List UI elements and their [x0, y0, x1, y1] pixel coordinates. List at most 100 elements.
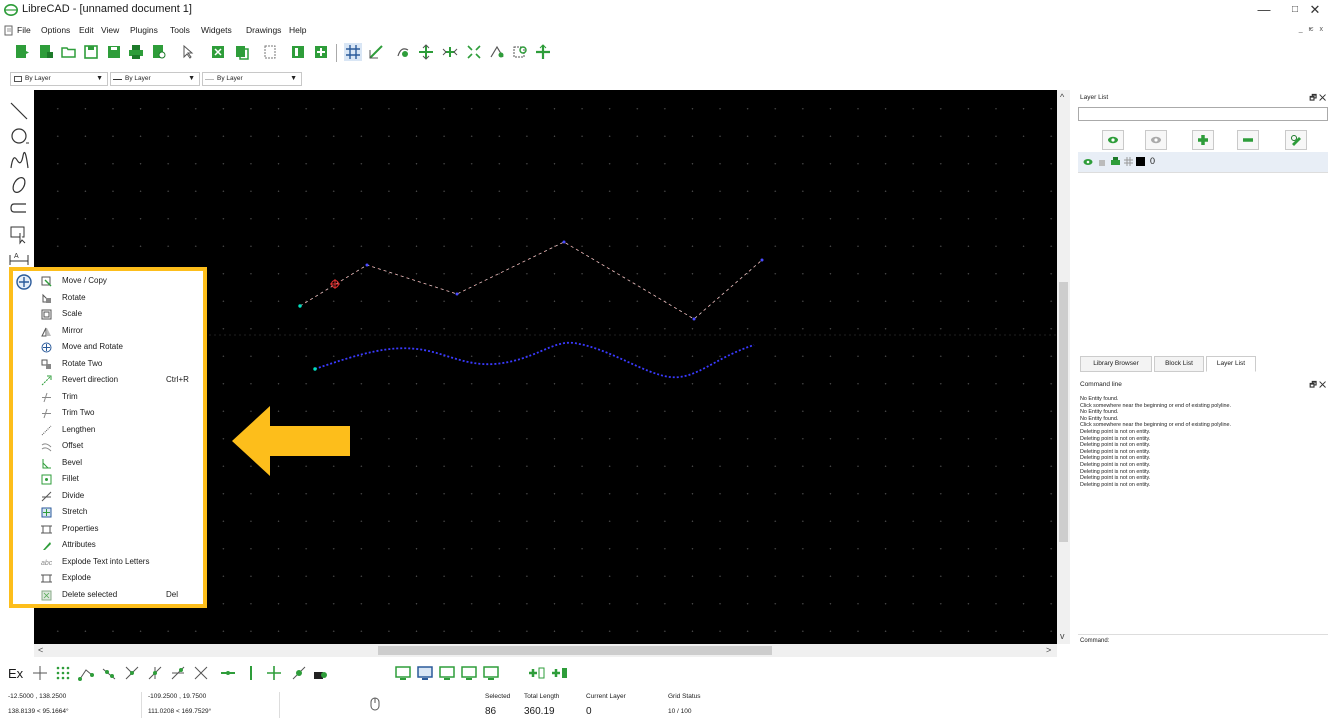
layer-construction-icon[interactable] — [1124, 157, 1133, 166]
print-preview-icon[interactable] — [149, 42, 169, 62]
snap-intersection-icon[interactable] — [192, 663, 210, 683]
snap-distance-icon[interactable] — [169, 663, 187, 683]
maximize-button[interactable]: □ — [1291, 4, 1299, 15]
zoom-in-icon[interactable] — [416, 42, 436, 62]
menu-item-divide[interactable]: Divide — [13, 488, 203, 505]
relative-zero-icon[interactable] — [290, 663, 308, 683]
modify-toolbar-icon[interactable] — [15, 273, 33, 291]
vertical-scroll-thumb[interactable] — [1059, 282, 1068, 542]
mdi-window-controls[interactable]: _ ѥ x — [1298, 26, 1325, 33]
draft-mode-icon[interactable] — [366, 42, 386, 62]
save-as-icon[interactable] — [104, 42, 124, 62]
close-button[interactable]: ✕ — [1309, 2, 1321, 17]
menu-item-trim-two[interactable]: Trim Two — [13, 405, 203, 422]
menu-file[interactable]: File — [17, 25, 31, 35]
horizontal-scrollbar[interactable]: < > — [34, 644, 1057, 657]
view-2-icon[interactable] — [416, 663, 434, 683]
scroll-right-icon[interactable]: > — [1046, 645, 1052, 655]
snap-free-icon[interactable] — [31, 663, 49, 683]
menu-help[interactable]: Help — [289, 25, 307, 35]
width-select[interactable]: By Layer ▼ — [110, 72, 200, 86]
paste-icon[interactable] — [260, 42, 280, 62]
menu-item-attributes[interactable]: Attributes — [13, 537, 203, 554]
add-view-icon[interactable] — [528, 663, 546, 683]
menu-edit[interactable]: Edit — [79, 25, 94, 35]
scroll-up-icon[interactable]: ^ — [1060, 92, 1065, 102]
new-file-icon[interactable] — [12, 42, 32, 62]
show-all-layers-button[interactable] — [1102, 130, 1124, 150]
polyline-upper[interactable] — [299, 241, 763, 320]
menu-item-offset[interactable]: Offset — [13, 438, 203, 455]
snap-on-entity-icon[interactable] — [100, 663, 118, 683]
undo-icon[interactable] — [288, 42, 308, 62]
restrict-orthogonal-icon[interactable] — [265, 663, 283, 683]
exclusive-snap-toggle[interactable]: Ex — [8, 666, 24, 681]
tab-library-browser[interactable]: Library Browser — [1080, 356, 1152, 372]
menu-view[interactable]: View — [101, 25, 120, 35]
menu-drawings[interactable]: Drawings — [246, 25, 282, 35]
dock-controls[interactable]: 🗗 ✕ — [1309, 93, 1326, 102]
edit-layer-button[interactable] — [1285, 130, 1307, 150]
remove-layer-button[interactable] — [1237, 130, 1259, 150]
snap-middle-icon[interactable] — [146, 663, 164, 683]
menu-item-explode[interactable]: Explode — [13, 570, 203, 587]
lock-relative-zero-icon[interactable] — [310, 663, 328, 683]
layer-print-icon[interactable] — [1111, 157, 1120, 166]
remove-view-icon[interactable] — [551, 663, 569, 683]
menu-item-properties[interactable]: Properties — [13, 521, 203, 538]
new-from-template-icon[interactable] — [36, 42, 56, 62]
minimize-button[interactable]: — — [1257, 2, 1271, 17]
menu-item-scale[interactable]: Scale — [13, 306, 203, 323]
vertex-marker[interactable] — [455, 292, 459, 296]
view-1-icon[interactable] — [394, 663, 412, 683]
cut-icon[interactable] — [208, 42, 228, 62]
menu-item-bevel[interactable]: Bevel — [13, 455, 203, 472]
open-file-icon[interactable] — [59, 42, 79, 62]
redo-icon[interactable] — [311, 42, 331, 62]
zoom-auto-icon[interactable] — [464, 42, 484, 62]
snap-endpoints-icon[interactable] — [77, 663, 95, 683]
hide-all-layers-button[interactable] — [1145, 130, 1167, 150]
menu-options[interactable]: Options — [41, 25, 71, 35]
view-5-icon[interactable] — [482, 663, 500, 683]
menu-plugins[interactable]: Plugins — [130, 25, 158, 35]
zoom-window-icon[interactable] — [510, 42, 530, 62]
color-select[interactable]: By Layer ▼ — [10, 72, 108, 86]
scroll-left-icon[interactable]: < — [38, 645, 44, 655]
command-input[interactable]: Command: — [1078, 634, 1328, 646]
tab-block-list[interactable]: Block List — [1154, 356, 1204, 372]
scroll-down-icon[interactable]: v — [1060, 631, 1065, 641]
linetype-select[interactable]: By Layer ▼ — [202, 72, 302, 86]
restrict-vertical-icon[interactable] — [242, 663, 260, 683]
vertex-marker[interactable] — [760, 258, 764, 262]
zoom-pan-icon[interactable] — [533, 42, 553, 62]
menu-item-explode-text-into-letters[interactable]: abc Explode Text into Letters — [13, 554, 203, 571]
view-3-icon[interactable] — [438, 663, 456, 683]
polyline-start-point[interactable] — [298, 304, 302, 308]
menu-item-delete-selected[interactable]: Delete selected Del — [13, 587, 203, 604]
view-4-icon[interactable] — [460, 663, 478, 683]
dock-controls[interactable]: 🗗 ✕ — [1309, 380, 1326, 389]
add-layer-button[interactable] — [1192, 130, 1214, 150]
redraw-icon[interactable] — [393, 42, 413, 62]
save-icon[interactable] — [81, 42, 101, 62]
layer-lock-icon[interactable] — [1098, 157, 1106, 166]
vertex-marker[interactable] — [365, 263, 369, 267]
menu-item-rotate-two[interactable]: Rotate Two — [13, 356, 203, 373]
menu-item-stretch[interactable]: Stretch — [13, 504, 203, 521]
pointer-icon[interactable] — [177, 42, 197, 62]
layer-row[interactable]: 0 — [1078, 152, 1328, 172]
copy-icon[interactable] — [232, 42, 252, 62]
curve-icon[interactable] — [8, 150, 30, 172]
polyline-icon[interactable] — [8, 198, 30, 220]
dimension-icon[interactable]: A — [8, 247, 30, 269]
menu-item-rotate[interactable]: Rotate — [13, 290, 203, 307]
snap-grid-icon[interactable] — [54, 663, 72, 683]
circle-icon[interactable] — [8, 125, 30, 147]
menu-item-fillet[interactable]: Fillet — [13, 471, 203, 488]
spline-start-point[interactable] — [313, 367, 317, 371]
menu-widgets[interactable]: Widgets — [201, 25, 232, 35]
menu-item-mirror[interactable]: Mirror — [13, 323, 203, 340]
select-icon[interactable] — [8, 223, 30, 245]
menu-item-move-copy[interactable]: Move / Copy — [13, 273, 203, 290]
